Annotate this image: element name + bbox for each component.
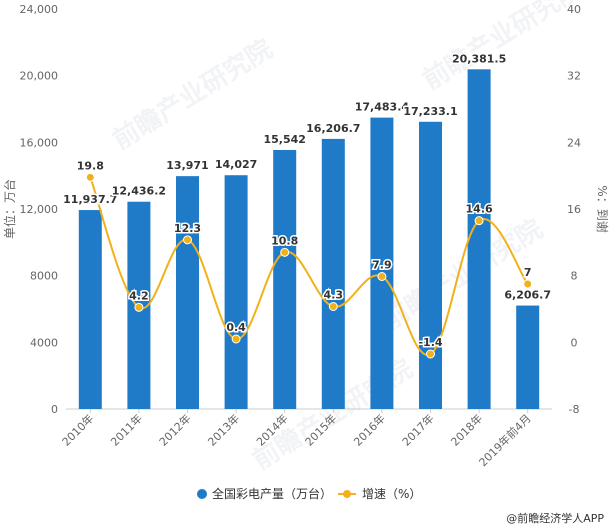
- y-right-tick-label: 24: [567, 136, 581, 149]
- line-value-label: 7.9: [372, 259, 392, 272]
- bar: [467, 69, 491, 409]
- bar-value-label: 6,206.7: [504, 289, 551, 302]
- footer: @前瞻经济学人APP: [506, 511, 604, 525]
- bar-value-label: 13,971: [166, 159, 208, 172]
- bar: [78, 210, 102, 409]
- line-value-label: 14.6: [466, 203, 493, 216]
- line-value-label: 4.2: [129, 289, 149, 302]
- line-value-label: 7: [524, 266, 532, 279]
- bar-value-label: 12,436.2: [112, 185, 166, 198]
- x-tick-label: 2012年: [156, 411, 193, 448]
- bar-value-label: 16,206.7: [306, 122, 360, 135]
- x-tick-label: 2018年: [448, 411, 485, 448]
- legend-line-label: 增速（%）: [362, 487, 421, 501]
- bar-value-label: 17,483.4: [355, 101, 410, 114]
- bar-value-label: 20,381.5: [452, 52, 506, 65]
- bar: [321, 138, 345, 409]
- y-right-tick-label: 8: [571, 270, 578, 283]
- bar-value-label: 15,542: [263, 133, 305, 146]
- bar: [224, 175, 248, 409]
- x-tick-label: 2010年: [59, 411, 96, 448]
- x-tick-label: 2011年: [108, 411, 145, 448]
- bar: [176, 176, 199, 409]
- legend-line-marker: [343, 490, 351, 498]
- line-value-label: 12.3: [174, 222, 201, 235]
- y-right-tick-label: 16: [567, 203, 581, 216]
- y-left-tick-label: 8000: [30, 270, 58, 283]
- data-labels: 11,937.712,436.213,971 14,027 15,54216,206…: [62, 51, 553, 351]
- y-left-tick-label: 20,000: [20, 70, 59, 83]
- line-series: [85, 172, 533, 359]
- watermark-text: 前瞻产业研究院: [417, 0, 588, 96]
- line-value-label: 19.8: [77, 159, 104, 172]
- watermark-text: 前瞻产业研究院: [107, 33, 278, 156]
- line-value-label: 4.3: [324, 289, 344, 302]
- line-point: [523, 279, 533, 289]
- y-left-tick-label: 4000: [30, 336, 58, 349]
- y-left-tick-label: 12,000: [20, 203, 59, 216]
- line-value-label: -1.4: [418, 336, 442, 349]
- bar: [273, 149, 297, 409]
- line-point: [474, 216, 484, 226]
- line-point: [134, 302, 144, 312]
- bar-value-label: 11,937.7: [63, 193, 117, 206]
- line-point: [328, 302, 338, 311]
- x-tick-label: 2017年: [399, 411, 436, 448]
- source-credit: @前瞻经济学人APP: [506, 511, 604, 525]
- line-point: [280, 247, 290, 257]
- y-right-axis-title: %：到谢: [595, 185, 610, 232]
- bar: [370, 117, 394, 410]
- bar-value-label: 17,233.1: [403, 105, 457, 118]
- line-point: [426, 349, 435, 359]
- growth-line: [89, 176, 529, 356]
- bar: [516, 305, 540, 409]
- line-point: [85, 172, 95, 182]
- bar-series: [78, 69, 540, 410]
- y-left-axis-title: 单位：万台: [2, 179, 17, 239]
- bar-value-label: 14,027: [215, 158, 257, 171]
- y-left-tick-label: 0: [51, 403, 58, 416]
- y-right-tick-label: -8: [569, 403, 580, 416]
- legend-bar-label: 全国彩电产量（万台）: [212, 486, 332, 501]
- legend-bar-marker: [197, 489, 207, 499]
- line-value-label: 10.8: [271, 234, 298, 247]
- x-tick-label: 2019年前4月: [476, 411, 534, 469]
- legend: 全国彩电产量（万台） 增速（%）: [197, 486, 421, 501]
- y-right-tick-label: 0: [571, 336, 578, 349]
- line-point: [377, 272, 387, 281]
- line-value-label: 0.4: [226, 321, 246, 334]
- y-left-tick-label: 16,000: [20, 136, 59, 149]
- line-point: [183, 235, 192, 245]
- bar: [419, 121, 442, 409]
- y-left-tick-label: 24,000: [20, 3, 59, 16]
- y-right-tick-label: 40: [567, 3, 581, 16]
- line-point: [231, 334, 241, 344]
- y-right-tick-label: 32: [567, 70, 581, 83]
- x-tick-label: 2013年: [205, 411, 242, 448]
